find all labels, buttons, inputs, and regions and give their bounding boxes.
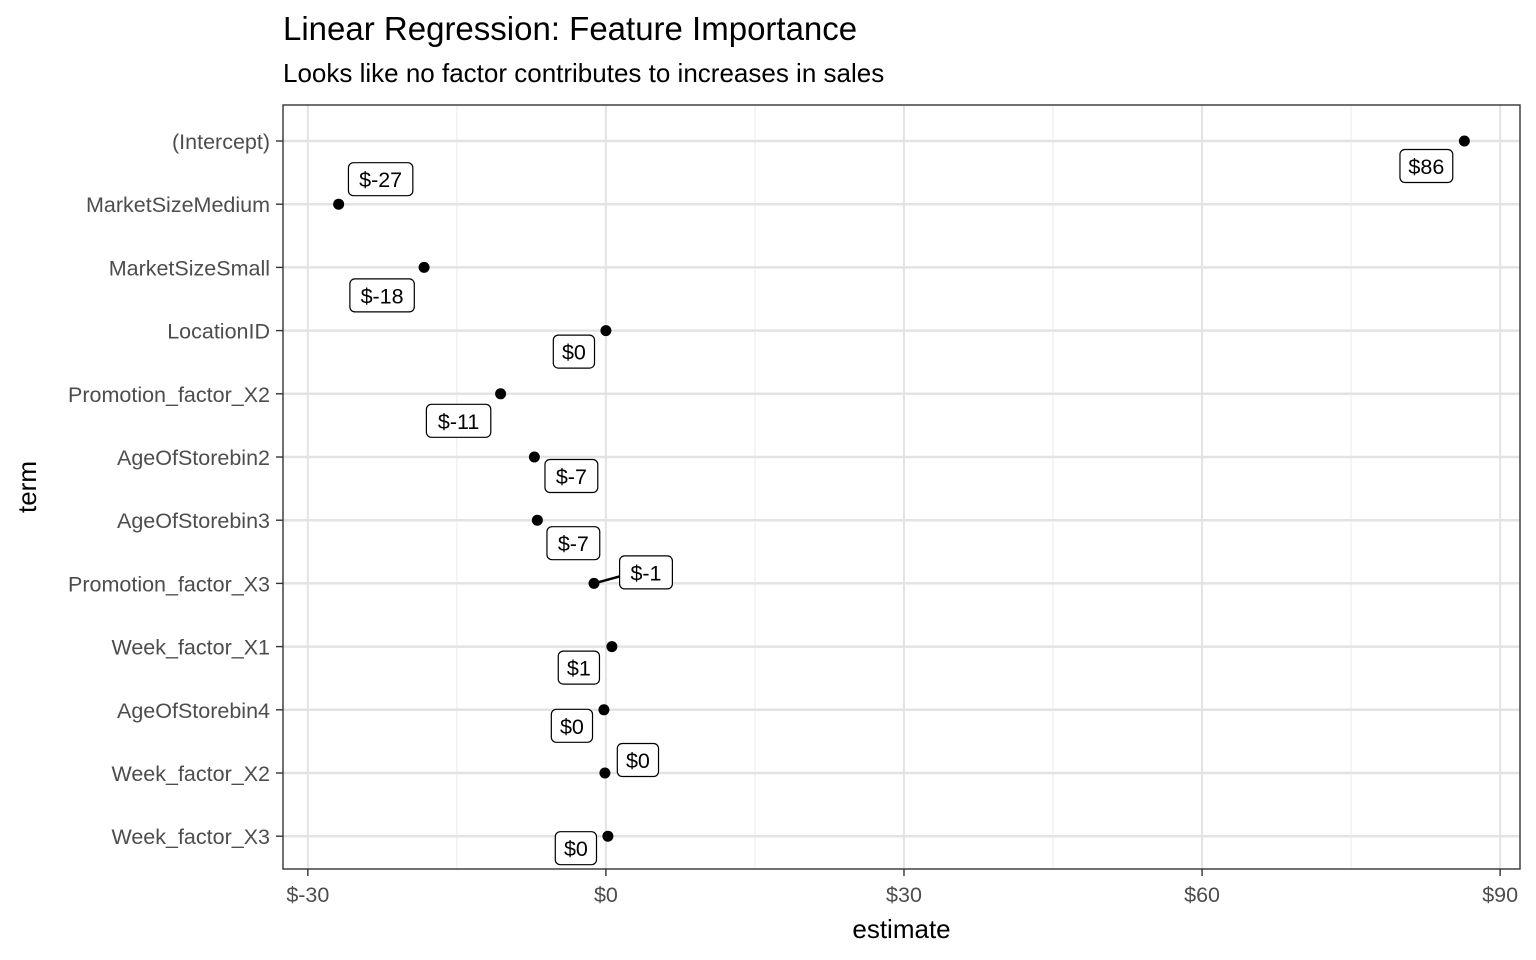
data-label: $-11 [438, 410, 479, 434]
data-point [600, 325, 612, 337]
x-axis-label: estimate [852, 914, 950, 944]
x-tick-label: $30 [886, 883, 922, 907]
data-label-box [546, 526, 601, 561]
x-tick-label: $60 [1184, 883, 1220, 907]
data-point [602, 830, 614, 842]
y-tick-label: (Intercept) [172, 130, 270, 154]
data-label: $-18 [361, 284, 404, 308]
data-point [599, 767, 611, 779]
y-axis-label: term [12, 461, 42, 513]
data-label-box [554, 831, 598, 866]
y-axis: (Intercept) MarketSizeMedium MarketSizeSma… [68, 130, 283, 849]
plot-panel-border [282, 104, 1521, 870]
data-label: $86 [1408, 155, 1444, 179]
data-point [1458, 135, 1470, 147]
data-point [528, 451, 540, 463]
data-label-box [347, 162, 414, 197]
data-label-box [425, 403, 492, 438]
y-tick-label: Week_factor_X2 [111, 762, 270, 786]
data-point [598, 704, 610, 716]
data-label: $0 [564, 837, 588, 861]
data-point [606, 641, 618, 653]
plot-panel [283, 105, 1520, 869]
data-label: $0 [560, 715, 584, 739]
data-point [495, 388, 507, 400]
data-point [333, 198, 345, 210]
data-label-box [1399, 148, 1454, 184]
data-point [418, 261, 430, 273]
x-tick-label: $-30 [286, 883, 329, 907]
grid-layer [283, 105, 1520, 869]
chart-subtitle: Looks like no factor contributes to incr… [283, 58, 884, 88]
data-label: $-1 [630, 561, 661, 585]
data-label: $-7 [558, 532, 589, 556]
x-tick-label: $0 [594, 883, 618, 907]
data-label-box [557, 650, 601, 685]
data-label-box [618, 555, 673, 590]
data-label-box [544, 458, 599, 494]
y-tick-label: Week_factor_X3 [111, 825, 270, 849]
data-point [531, 514, 543, 526]
x-tick-label: $90 [1482, 883, 1518, 907]
y-tick-label: AgeOfStorebin4 [117, 699, 270, 723]
x-axis: $-30 $0 $30 $60 $90 [286, 869, 1518, 907]
y-tick-label: MarketSizeMedium [86, 193, 270, 217]
data-label-box [552, 334, 596, 369]
chart-title: Linear Regression: Feature Importance [283, 10, 857, 47]
data-label-box [616, 742, 660, 778]
y-tick-label: AgeOfStorebin2 [117, 446, 270, 470]
data-label: $-27 [359, 168, 402, 192]
data-label: $-7 [556, 465, 587, 489]
y-tick-label: AgeOfStorebin3 [117, 509, 270, 533]
data-marks: $86 $-27 $-18 $0 $-11 $-7 $-7 $-1 $1 $0 $0 $0 [333, 135, 1470, 866]
data-label-box [349, 278, 415, 313]
y-tick-label: Promotion_factor_X3 [68, 572, 270, 596]
data-label: $0 [626, 749, 650, 773]
y-tick-label: Week_factor_X1 [111, 636, 270, 660]
data-label: $1 [567, 657, 591, 681]
data-point [588, 577, 600, 589]
y-tick-label: LocationID [167, 320, 270, 344]
y-tick-label: MarketSizeSmall [109, 256, 270, 280]
y-tick-label: Promotion_factor_X2 [68, 383, 270, 407]
data-label-box [550, 708, 594, 743]
data-label: $0 [562, 341, 586, 365]
